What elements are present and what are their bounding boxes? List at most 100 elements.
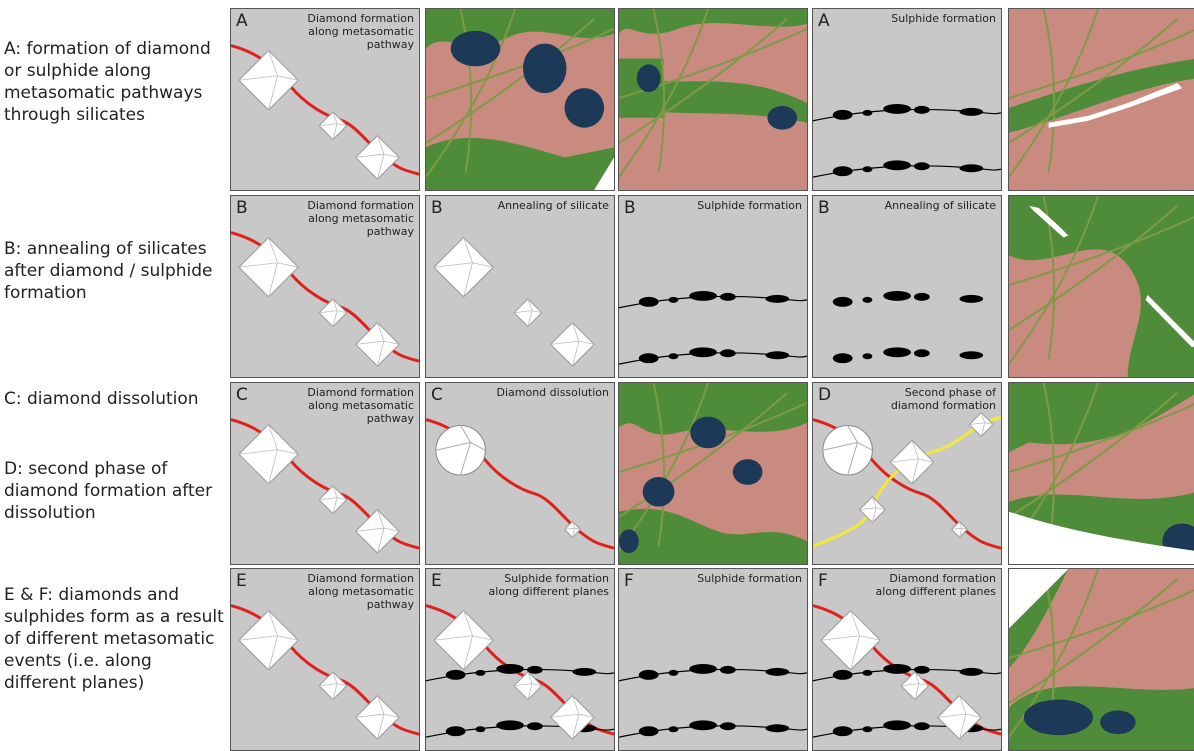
diamond [890, 440, 934, 484]
diamond [319, 486, 347, 514]
diamond-inclusion [1024, 700, 1093, 736]
sulphide [639, 670, 659, 680]
panel-caption: Annealing of silicate [481, 199, 609, 212]
schematic-panel: CDiamond formation along metasomatic pat… [230, 382, 420, 565]
sulphide [862, 166, 872, 172]
panel-caption: Sulphide formation [674, 572, 802, 585]
diamond [356, 696, 400, 740]
schematic-panel: D Second phase of diamond formation [812, 382, 1002, 565]
diamond [239, 51, 298, 110]
diamond [434, 611, 493, 670]
micrograph-panel [1008, 382, 1194, 565]
sulphide [959, 668, 983, 676]
panel-letter: F [818, 571, 828, 591]
panel-letter: D [818, 385, 831, 405]
sulphide [765, 668, 789, 676]
sulphide [496, 720, 524, 730]
sulphide [668, 670, 678, 676]
diamond-inclusion [690, 417, 726, 449]
sulphide [765, 724, 789, 732]
sulphide [914, 162, 930, 170]
sulphide [862, 297, 872, 303]
sulphide [833, 670, 853, 680]
diamond [319, 299, 347, 327]
diamond [901, 672, 929, 700]
micrograph-panel [1008, 568, 1194, 751]
sulphide [883, 347, 911, 357]
schematic-panel: BAnnealing of silicate [812, 195, 1002, 378]
diamond [239, 611, 298, 670]
diamond [356, 136, 400, 180]
sulphide [496, 664, 524, 674]
sulphide [883, 720, 911, 730]
panel-letter: A [236, 11, 248, 31]
panel-letter: B [431, 198, 443, 218]
sulphide [833, 166, 853, 176]
panel-drawing [1009, 569, 1194, 750]
panel-drawing [619, 383, 807, 564]
diamond [434, 238, 493, 297]
panel-drawing [426, 196, 614, 377]
micrograph-panel [1008, 195, 1194, 378]
schematic-panel: E Diamond formation along metasomatic pat… [230, 568, 420, 751]
panel-drawing [619, 196, 807, 377]
sulphide [639, 726, 659, 736]
sulphide [914, 106, 930, 114]
row-label: C: diamond dissolution [4, 388, 226, 410]
diamond [319, 112, 347, 140]
panel-caption: Diamond formation along different planes [868, 572, 996, 598]
row-label: D: second phase of diamond formation aft… [4, 458, 226, 524]
sulphide [914, 293, 930, 301]
panel-drawing [1009, 9, 1194, 190]
sulphide [883, 664, 911, 674]
micrograph-panel [618, 382, 808, 565]
sulphide [765, 295, 789, 303]
diamond [514, 299, 542, 327]
sulphide [720, 722, 736, 730]
diamond-inclusion [767, 106, 797, 130]
sulphide [914, 722, 930, 730]
panel-letter: B [818, 198, 830, 218]
panel-letter: E [236, 571, 247, 591]
sulphide [833, 353, 853, 363]
diamond [239, 238, 298, 297]
panel-caption: Diamond formation along metasomatic path… [286, 572, 414, 611]
diamond [356, 510, 400, 554]
diamond [239, 425, 298, 484]
panel-letter: A [818, 11, 830, 31]
panel-drawing [619, 9, 807, 190]
diamond-inclusion [637, 64, 661, 92]
panel-drawing [813, 9, 1001, 190]
diamond-inclusion [1100, 710, 1136, 734]
sulphide [862, 726, 872, 732]
sulphide [446, 670, 466, 680]
panel-drawing [426, 9, 614, 190]
row-label: B: annealing of silicates after diamond … [4, 238, 226, 304]
sulphide [833, 297, 853, 307]
panel-drawing [619, 569, 807, 750]
sulphide [720, 293, 736, 301]
panel-letter: C [431, 385, 443, 405]
micrograph-panel [425, 8, 615, 191]
figure: {"rows": [ {"labels": ["A: formation of … [0, 0, 1194, 737]
sulphide [862, 110, 872, 116]
sulphide [883, 291, 911, 301]
sulphide [668, 726, 678, 732]
diamond [969, 413, 993, 437]
panel-caption: Second phase of diamond formation [868, 386, 996, 412]
panel-caption: Diamond dissolution [481, 386, 609, 399]
sulphide [689, 664, 717, 674]
schematic-panel: B Annealing of silicate [425, 195, 615, 378]
panel-letter: B [236, 198, 248, 218]
diamond-inclusion [619, 529, 639, 553]
micrograph-panel [618, 8, 808, 191]
panel-letter: C [236, 385, 248, 405]
panel-letter: E [431, 571, 442, 591]
row-label: A: formation of diamond or sulphide alon… [4, 38, 226, 126]
sulphide [720, 666, 736, 674]
panel-drawing [813, 196, 1001, 377]
diamond-inclusion [523, 44, 567, 93]
sulphide [959, 108, 983, 116]
